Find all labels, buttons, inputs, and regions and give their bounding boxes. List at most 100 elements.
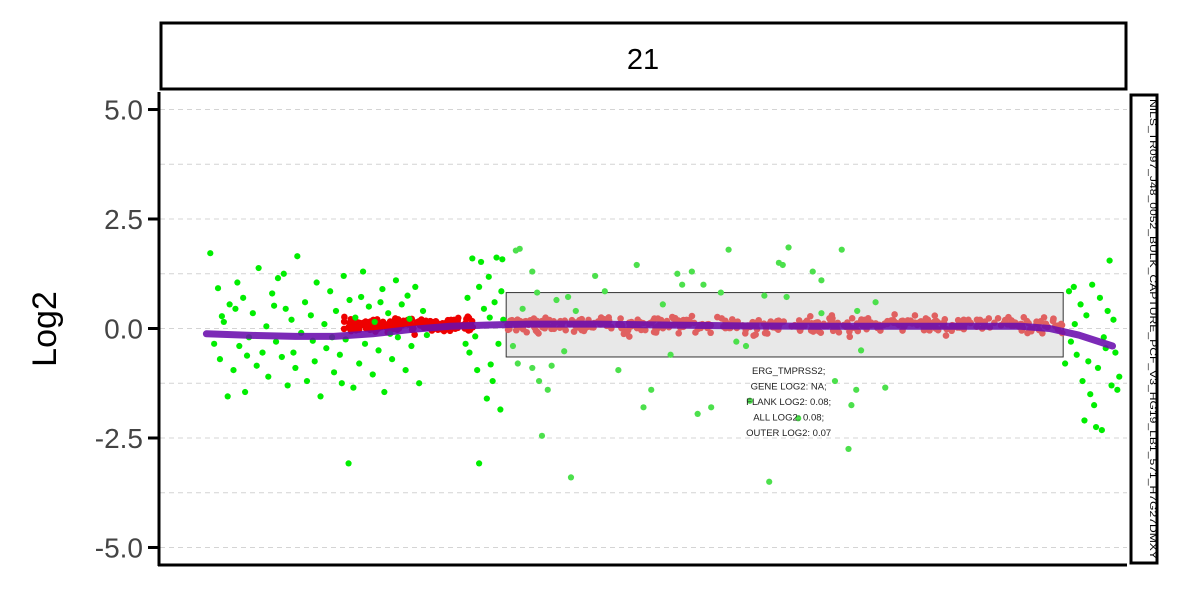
data-point-outlier bbox=[416, 380, 423, 387]
data-point-dense bbox=[1039, 330, 1046, 337]
data-point-dense bbox=[392, 315, 399, 322]
data-point-outlier bbox=[1067, 338, 1075, 345]
data-point-outlier bbox=[561, 348, 568, 355]
data-point-outlier bbox=[838, 246, 845, 253]
y-axis-label: Log2 bbox=[26, 291, 64, 367]
data-point-outlier bbox=[406, 315, 413, 322]
data-point-outlier bbox=[1089, 281, 1096, 288]
data-point-outlier bbox=[694, 410, 701, 418]
data-point-outlier bbox=[480, 305, 488, 312]
data-point-outlier bbox=[278, 353, 285, 361]
data-point-outlier bbox=[234, 279, 241, 286]
data-point-dense bbox=[512, 326, 520, 334]
data-point-outlier bbox=[361, 340, 369, 347]
data-point-dense bbox=[650, 328, 658, 336]
data-point-outlier bbox=[336, 351, 343, 358]
data-point-outlier bbox=[412, 283, 419, 290]
data-point-outlier bbox=[321, 321, 328, 328]
data-point-outlier bbox=[369, 371, 376, 378]
data-point-outlier bbox=[1094, 364, 1102, 372]
data-point-outlier bbox=[340, 272, 347, 280]
data-point-outlier bbox=[717, 289, 724, 296]
data-point-outlier bbox=[398, 301, 405, 308]
data-point-outlier bbox=[516, 245, 523, 252]
data-point-dense bbox=[806, 313, 814, 320]
data-point-dense bbox=[911, 312, 919, 319]
data-point-outlier bbox=[1071, 321, 1078, 328]
data-point-outlier bbox=[294, 253, 301, 260]
data-point-outlier bbox=[214, 285, 222, 292]
data-point-outlier bbox=[259, 349, 266, 356]
data-point-outlier bbox=[818, 310, 825, 317]
data-point-outlier bbox=[408, 342, 415, 350]
data-point-outlier bbox=[338, 380, 345, 387]
data-point-dense bbox=[671, 314, 679, 322]
data-point-outlier bbox=[272, 338, 280, 345]
y-tick-label: -5.0 bbox=[95, 532, 143, 563]
data-point-outlier bbox=[282, 305, 289, 312]
data-point-outlier bbox=[1104, 307, 1111, 315]
data-point-outlier bbox=[230, 367, 237, 374]
data-point-outlier bbox=[1070, 283, 1077, 290]
data-point-outlier bbox=[462, 340, 469, 347]
data-point-dense bbox=[411, 331, 418, 339]
data-point-outlier bbox=[375, 347, 382, 354]
data-point-outlier bbox=[679, 281, 686, 288]
data-point-outlier bbox=[371, 318, 378, 326]
data-point-outlier bbox=[469, 255, 476, 262]
data-point-outlier bbox=[674, 270, 681, 277]
data-point-outlier bbox=[1062, 360, 1069, 367]
data-point-outlier bbox=[1087, 391, 1094, 398]
y-tick-label: -2.5 bbox=[95, 423, 143, 454]
data-point-outlier bbox=[346, 296, 353, 304]
data-point-outlier bbox=[564, 293, 572, 301]
data-point-outlier bbox=[486, 314, 493, 321]
data-point-outlier bbox=[708, 404, 715, 411]
data-point-outlier bbox=[831, 377, 839, 385]
data-point-dense bbox=[346, 324, 354, 332]
gene-annotation-line: ERG_TMPRSS2; bbox=[752, 366, 825, 377]
data-point-outlier bbox=[356, 360, 363, 367]
data-point-dense bbox=[1057, 320, 1065, 328]
data-point-outlier bbox=[292, 364, 299, 372]
data-point-outlier bbox=[872, 299, 879, 306]
data-point-outlier bbox=[464, 294, 471, 301]
data-point-outlier bbox=[269, 290, 276, 297]
facet-strip bbox=[159, 21, 1128, 91]
data-point-dense bbox=[444, 316, 452, 324]
data-point-outlier bbox=[742, 342, 750, 350]
data-point-outlier bbox=[303, 377, 311, 385]
y-axis-ticks: 5.0 2.5 0.0 -2.5 -5.0 bbox=[95, 95, 158, 563]
data-point-dense bbox=[707, 329, 714, 337]
data-point-outlier bbox=[688, 268, 695, 275]
data-point-dense bbox=[857, 317, 865, 325]
data-point-dense bbox=[675, 329, 682, 337]
data-point-outlier bbox=[766, 478, 773, 485]
data-point-outlier bbox=[491, 299, 498, 306]
data-point-outlier bbox=[725, 246, 732, 253]
data-point-outlier bbox=[226, 301, 233, 308]
data-point-dense bbox=[891, 311, 898, 318]
data-point-dense bbox=[562, 326, 569, 334]
data-point-outlier bbox=[519, 305, 526, 312]
data-point-outlier bbox=[280, 270, 287, 277]
data-point-outlier bbox=[1065, 288, 1073, 295]
data-point-dense bbox=[340, 318, 348, 325]
data-point-dense bbox=[750, 332, 757, 339]
data-point-outlier bbox=[317, 393, 324, 400]
data-point-dense bbox=[931, 312, 939, 320]
data-point-outlier bbox=[535, 377, 543, 385]
data-point-outlier bbox=[640, 404, 647, 411]
data-point-outlier bbox=[1098, 427, 1105, 434]
data-point-outlier bbox=[783, 293, 790, 301]
data-point-outlier bbox=[381, 388, 388, 396]
data-point-outlier bbox=[615, 367, 622, 374]
data-point-outlier bbox=[345, 460, 352, 467]
y-tick-label: 0.0 bbox=[104, 314, 143, 345]
data-point-outlier bbox=[218, 313, 225, 320]
data-point-outlier bbox=[240, 294, 247, 301]
data-point-outlier bbox=[1081, 417, 1088, 424]
data-point-outlier bbox=[253, 362, 260, 369]
data-point-outlier bbox=[809, 268, 816, 275]
